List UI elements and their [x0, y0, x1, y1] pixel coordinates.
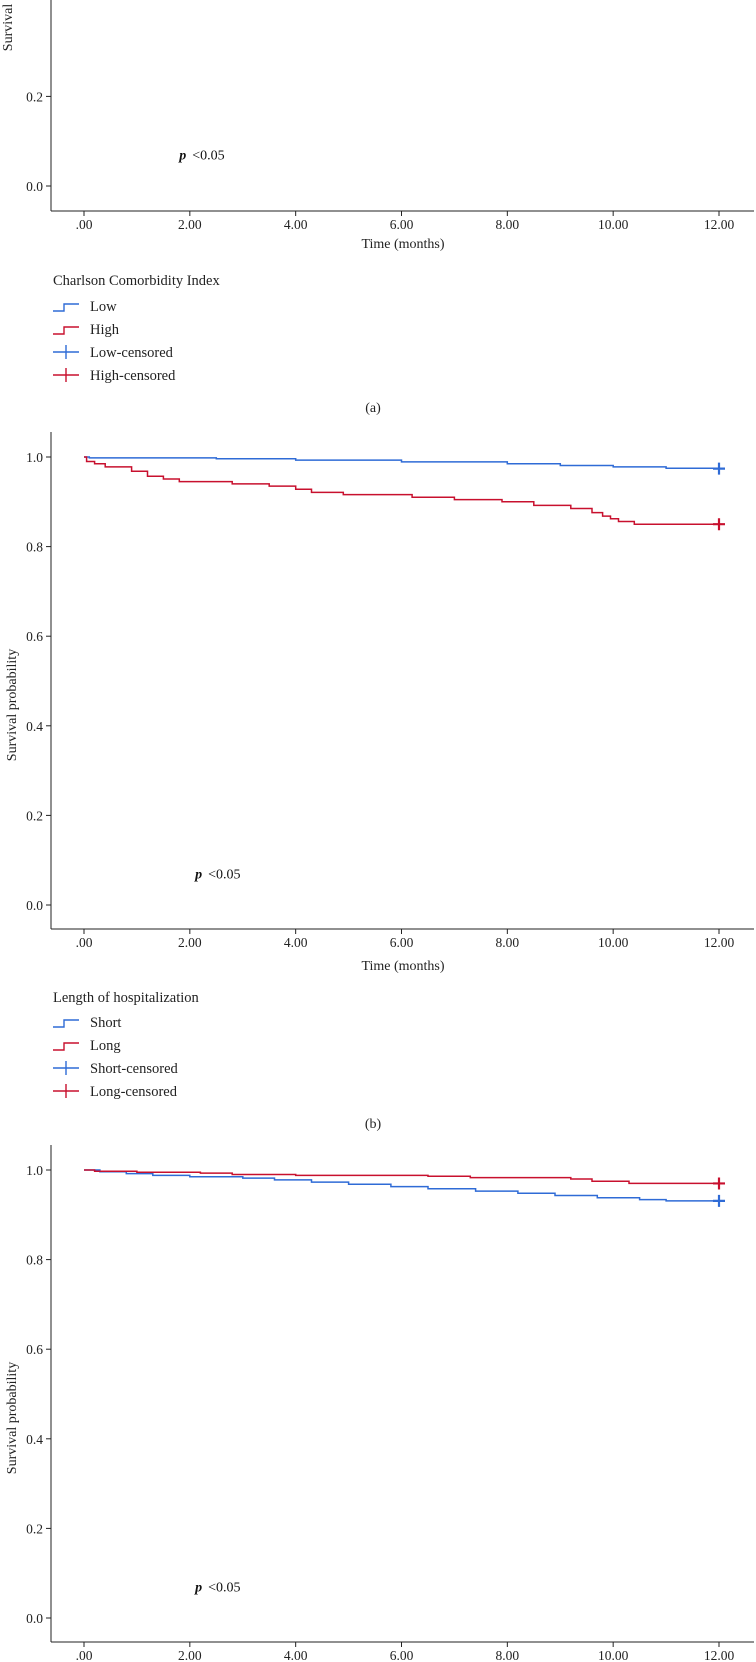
y-tick-label: 0.2 [26, 808, 43, 823]
y-tick-label: 0.6 [26, 1342, 43, 1357]
legend-entry-high-censored: High-censored [53, 368, 176, 384]
y-tick-label: 0.8 [26, 540, 43, 555]
survival-curve-long [84, 1169, 719, 1185]
y-tick-label: 0.4 [26, 1432, 43, 1447]
x-tick-label: 6.00 [390, 217, 414, 232]
legend-title-b: Length of hospitalization [53, 990, 200, 1006]
axes-b: 1.0 0.8 0.6 0.4 0.2 0.0 .00 2.00 4.00 6.00 8.00 10.… [26, 432, 754, 950]
x-tick-label: 10.00 [598, 1648, 629, 1662]
y-tick-label: 1.0 [26, 1163, 43, 1178]
legend-label: High-censored [90, 368, 176, 384]
legend-label: High [90, 322, 120, 338]
censor-mark-short [713, 1194, 725, 1207]
x-tick-label: 4.00 [284, 217, 308, 232]
legend-step-swatch [53, 1042, 79, 1051]
x-tick-label: .00 [76, 1648, 93, 1662]
x-tick-label: 2.00 [178, 935, 202, 950]
legend-title-a: Charlson Comorbidity Index [53, 273, 220, 289]
legend-entry-long: Long [53, 1038, 121, 1054]
legend-label: Long [90, 1038, 121, 1054]
legend-a: Charlson Comorbidity Index Low High Low-… [53, 273, 220, 384]
x-axis-title-b: Time (months) [361, 959, 444, 974]
censor-mark-long [713, 518, 725, 531]
y-axis-title: Survival probability [1, 0, 16, 51]
legend-entry-long-censored: Long-censored [53, 1084, 178, 1100]
p-symbol: p [194, 868, 202, 883]
censor-mark-long [713, 1177, 725, 1190]
legend-label: Short [90, 1015, 121, 1031]
legend-entry-high: High [53, 322, 120, 338]
p-threshold: <0.05 [208, 1581, 240, 1596]
y-axis-title-c: Survival probability [5, 1362, 20, 1474]
y-axis-label-a: Survival probability [1, 0, 16, 51]
legend-label: Low-censored [90, 345, 174, 361]
x-tick-label: 6.00 [390, 935, 414, 950]
x-tick-label: .00 [76, 935, 93, 950]
y-tick-label: 0.2 [26, 89, 43, 104]
p-value-annotation: p <0.05 [178, 149, 224, 164]
legend-cross-swatch [53, 345, 79, 359]
x-tick-label: 6.00 [390, 1648, 414, 1662]
y-tick-label: 0.8 [26, 1253, 43, 1268]
p-value-annotation: p <0.05 [194, 1581, 240, 1596]
panel-a: Survival probability 0.2 0.0 .00 2.00 4.00 6.… [1, 0, 754, 416]
panel-b: Survival probability 1.0 0.8 0.6 0.4 0.2 0.0.… [5, 432, 754, 1132]
axes-c: 1.0 0.8 0.6 0.4 0.2 0.0 .00 2.00 4.00 6.00 8.00 10.… [26, 1145, 754, 1662]
x-tick-label: 2.00 [178, 217, 202, 232]
x-tick-label: 4.00 [284, 935, 308, 950]
x-tick-label: 2.00 [178, 1648, 202, 1662]
legend-label: Low [90, 299, 117, 315]
legend-entry-low: Low [53, 299, 117, 315]
x-tick-label: 10.00 [598, 935, 629, 950]
p-value-annotation: p <0.05 [194, 868, 240, 883]
x-tick-label: 4.00 [284, 1648, 308, 1662]
legend-b: Length of hospitalization Short Long Sho… [53, 990, 200, 1100]
p-symbol: p [178, 149, 186, 164]
censor-mark-short [713, 462, 725, 475]
x-tick-label: .00 [76, 217, 93, 232]
x-tick-label: 12.00 [704, 1648, 735, 1662]
legend-cross-swatch [53, 1061, 79, 1075]
survival-curve-short [84, 1169, 719, 1202]
p-threshold: <0.05 [192, 149, 224, 164]
legend-cross-swatch [53, 368, 79, 382]
caption-a: (a) [365, 401, 381, 416]
x-tick-label: 10.00 [598, 217, 629, 232]
survival-curve-long [84, 456, 719, 525]
p-symbol: p [194, 1581, 202, 1596]
legend-step-swatch [53, 303, 79, 312]
x-tick-label: 8.00 [496, 935, 520, 950]
legend-step-swatch [53, 326, 79, 335]
axes-a: 0.2 0.0 .00 2.00 4.00 6.00 8.00 10.00 12.00 [26, 0, 754, 232]
legend-entry-low-censored: Low-censored [53, 345, 174, 361]
caption-b: (b) [365, 1117, 382, 1132]
x-axis-title-a: Time (months) [361, 237, 444, 252]
y-tick-label: 0.0 [26, 898, 43, 913]
panel-c: Survival probability 1.0 0.8 0.6 0.4 0.2 0.0.… [5, 1145, 754, 1662]
y-tick-label: 0.2 [26, 1521, 43, 1536]
x-tick-label: 12.00 [704, 935, 735, 950]
survival-curve-short [84, 456, 720, 469]
y-tick-label: 0.6 [26, 629, 43, 644]
p-threshold: <0.05 [208, 868, 240, 883]
x-tick-label: 8.00 [496, 1648, 520, 1662]
y-tick-label: 1.0 [26, 450, 43, 465]
x-tick-label: 8.00 [496, 217, 520, 232]
y-tick-label: 0.0 [26, 179, 43, 194]
y-tick-label: 0.0 [26, 1611, 43, 1626]
legend-entry-short-censored: Short-censored [53, 1061, 179, 1077]
legend-label: Long-censored [90, 1084, 178, 1100]
x-tick-label: 12.00 [704, 217, 735, 232]
legend-label: Short-censored [90, 1061, 179, 1077]
legend-cross-swatch [53, 1084, 79, 1098]
legend-step-swatch [53, 1019, 79, 1028]
y-axis-title-b: Survival probability [5, 649, 20, 761]
legend-entry-short: Short [53, 1015, 121, 1031]
y-tick-label: 0.4 [26, 719, 43, 734]
